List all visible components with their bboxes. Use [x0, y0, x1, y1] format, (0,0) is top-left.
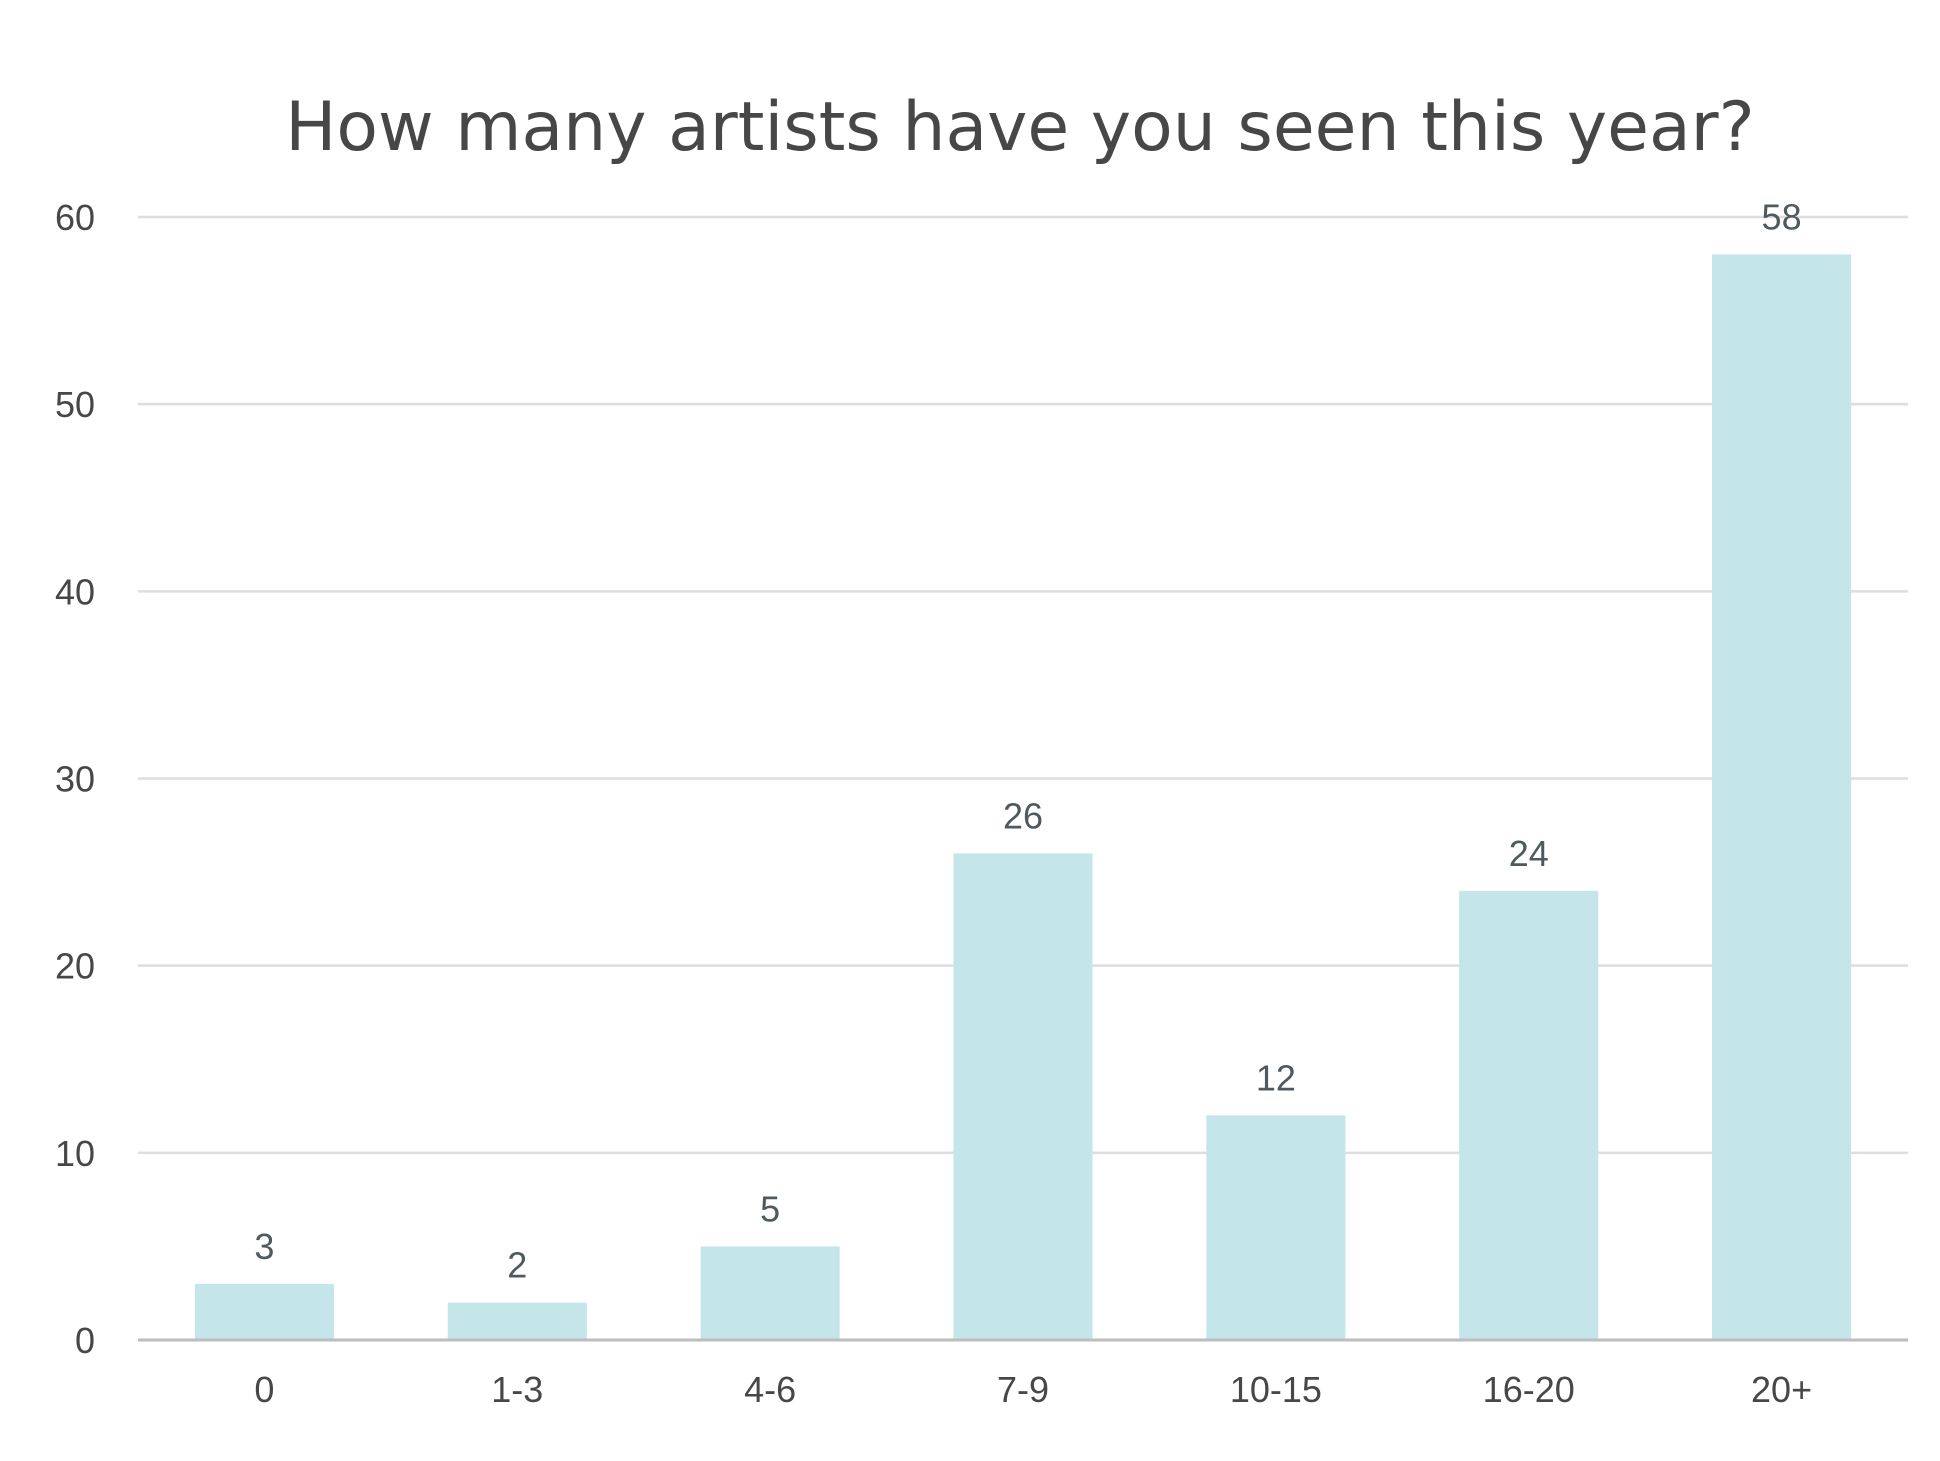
bars	[194, 254, 1852, 1340]
data-label: 26	[1003, 795, 1043, 836]
data-label: 3	[254, 1226, 274, 1267]
bar	[953, 853, 1093, 1340]
chart-title: How many artists have you seen this year…	[285, 88, 1755, 167]
x-tick-label: 0	[254, 1369, 274, 1410]
y-tick-label: 10	[55, 1133, 95, 1174]
x-tick-label: 10-15	[1230, 1369, 1322, 1410]
data-label: 58	[1762, 196, 1802, 237]
data-label: 2	[507, 1245, 527, 1286]
y-tick-label: 60	[55, 197, 95, 238]
x-tick-label: 1-3	[491, 1369, 543, 1410]
x-tick-label: 4-6	[744, 1369, 796, 1410]
data-label: 5	[760, 1188, 780, 1229]
y-tick-label: 30	[55, 759, 95, 800]
x-tick-label: 20+	[1751, 1369, 1812, 1410]
bar	[1712, 254, 1852, 1340]
bar	[1206, 1115, 1346, 1340]
bar	[447, 1302, 587, 1340]
data-label: 12	[1256, 1057, 1296, 1098]
y-tick-label: 50	[55, 384, 95, 425]
y-tick-label: 40	[55, 571, 95, 612]
y-axis-ticks: 0 10 20 30 40 50 60	[55, 197, 95, 1361]
data-labels: 3 2 5 26 12 24 58	[254, 196, 1801, 1285]
x-tick-label: 16-20	[1483, 1369, 1575, 1410]
x-tick-label: 7-9	[997, 1369, 1049, 1410]
data-label: 24	[1509, 833, 1549, 874]
x-axis-ticks: 0 1-3 4-6 7-9 10-15 16-20 20+	[254, 1369, 1812, 1410]
y-tick-label: 0	[75, 1320, 95, 1361]
bar	[1459, 890, 1599, 1340]
bar	[194, 1283, 334, 1340]
y-tick-label: 20	[55, 946, 95, 987]
bar	[700, 1246, 840, 1340]
